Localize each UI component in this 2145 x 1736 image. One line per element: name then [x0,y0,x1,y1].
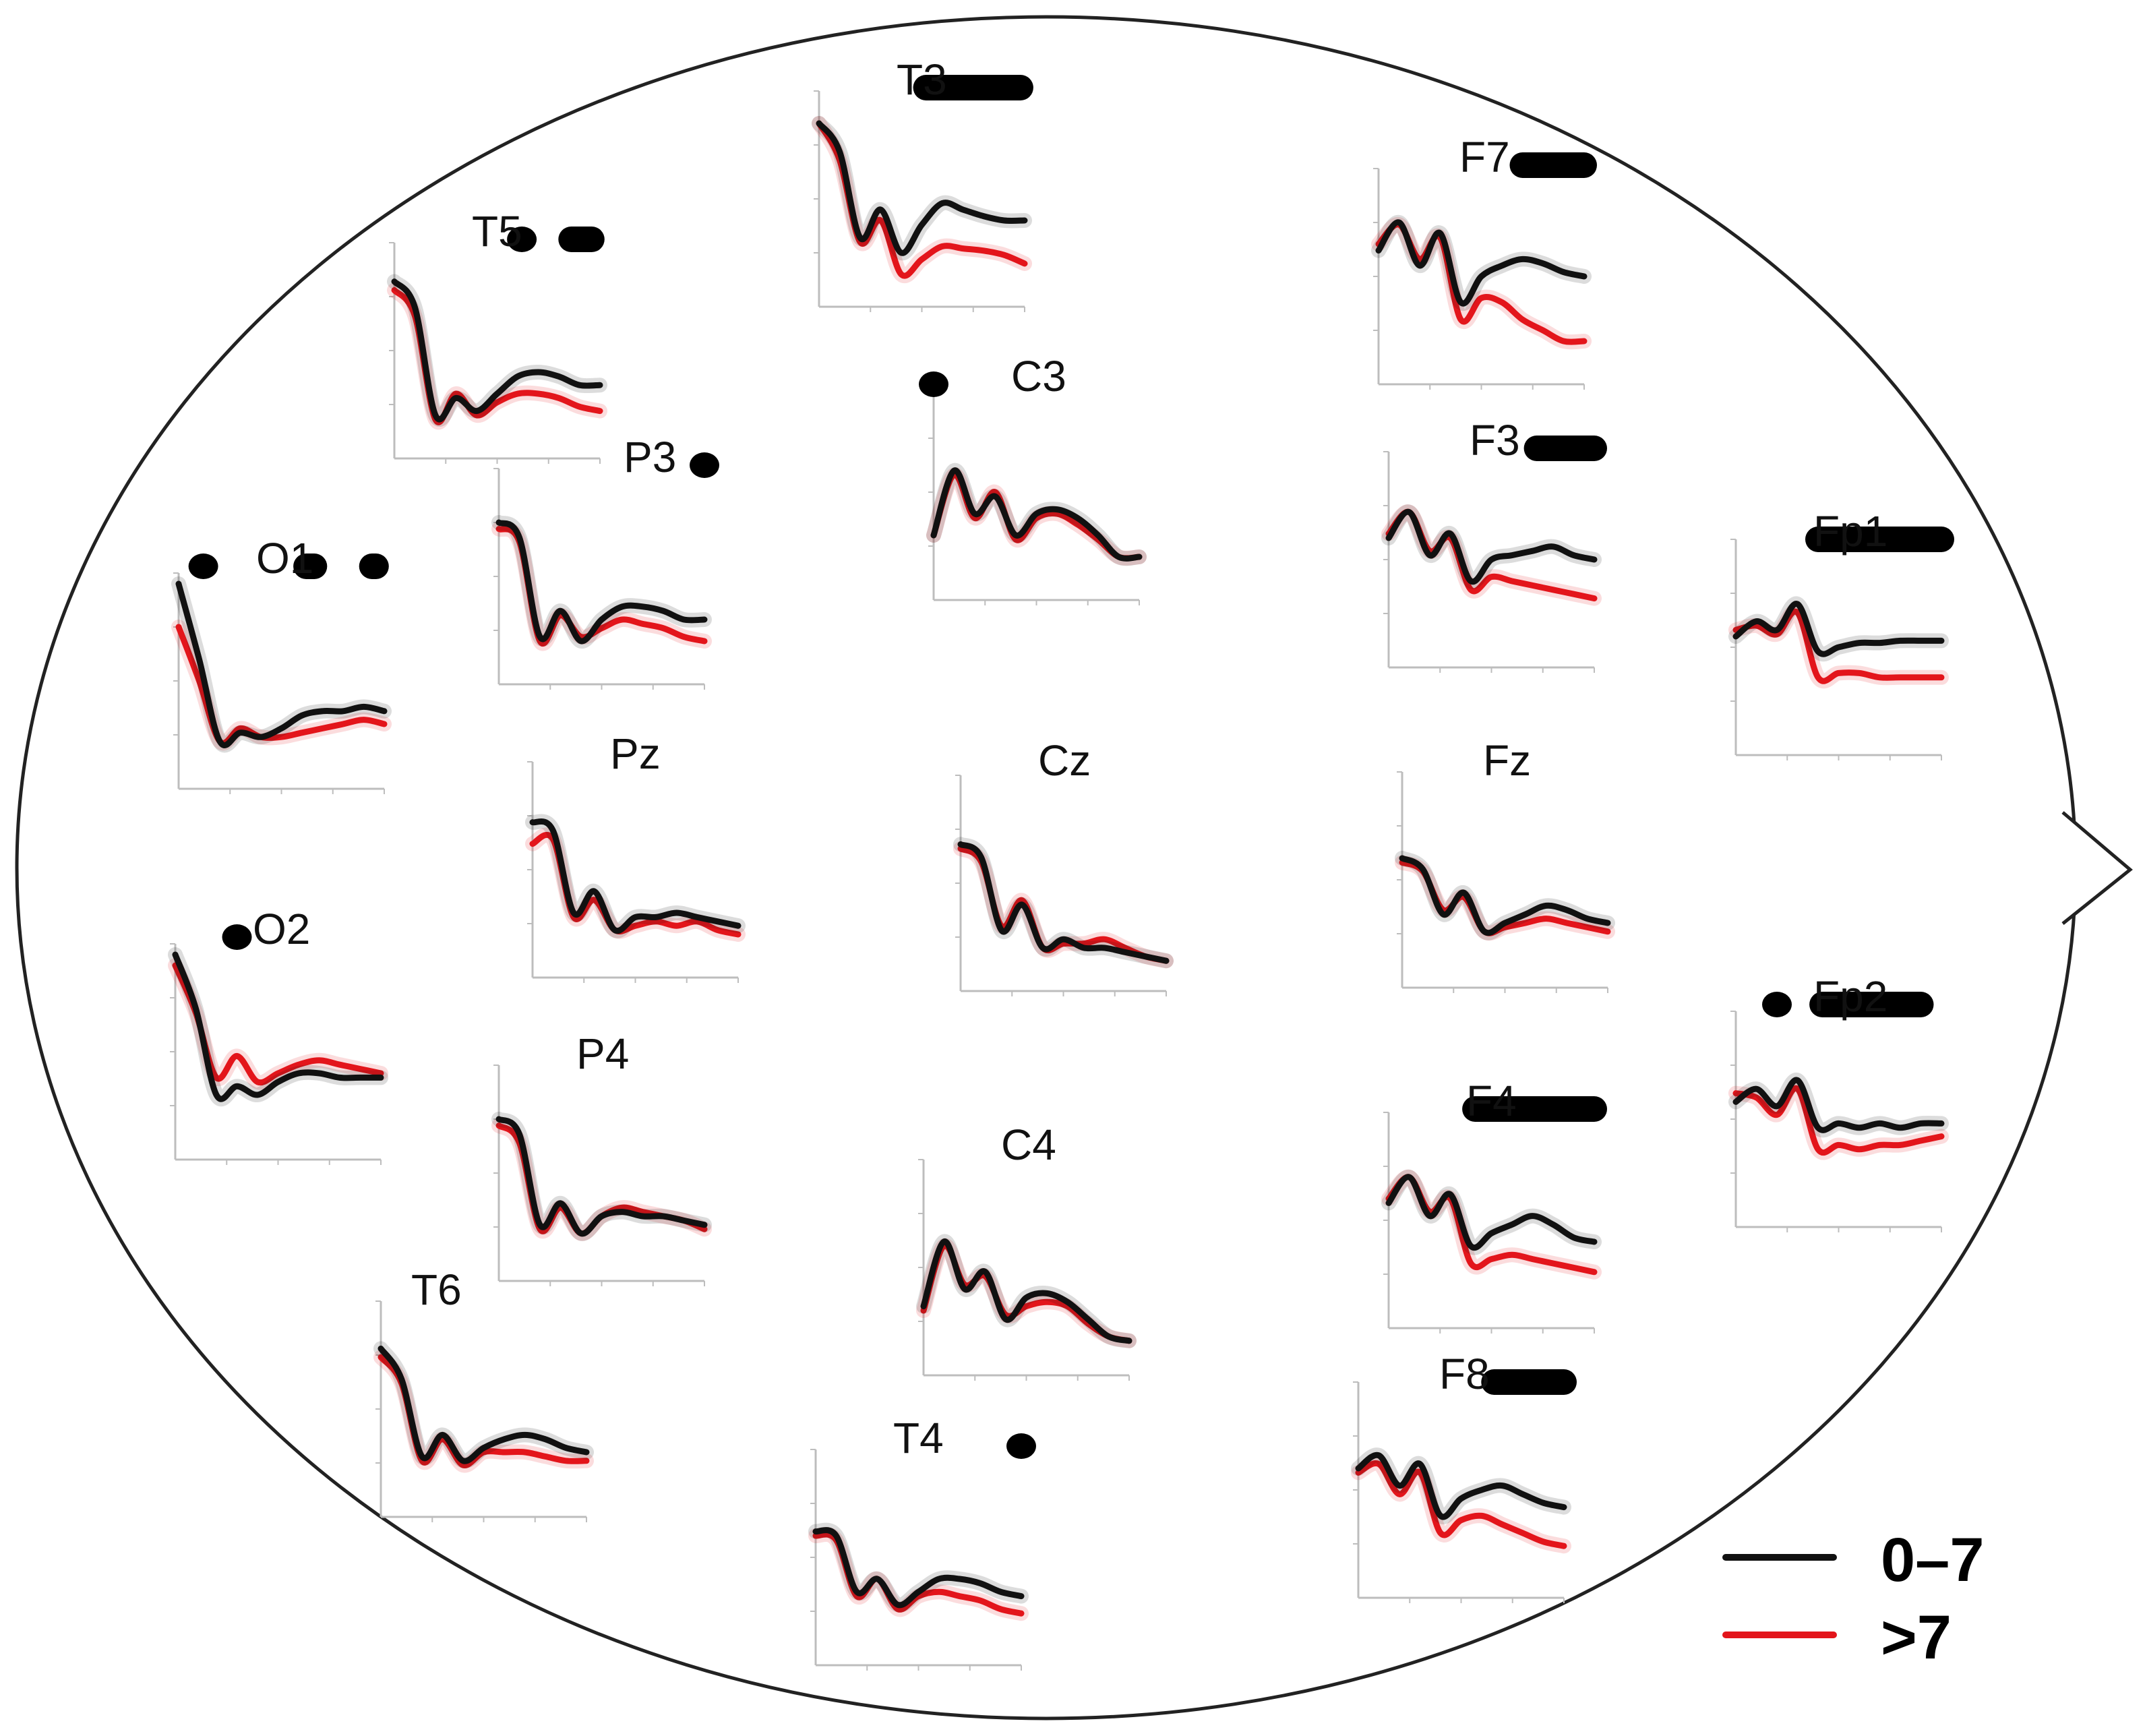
channel-label-t4: T4 [893,1414,944,1462]
channel-label-f4: F4 [1466,1077,1517,1125]
head-outline [15,15,2078,1720]
channel-panel-c3: C3 [919,352,1147,605]
series-gt7-line-fp1 [1732,608,1945,684]
channel-label-fp2: Fp2 [1813,972,1887,1021]
series-0-7-line-t4 [812,1527,1025,1609]
series-0-7-line-t5 [391,278,603,423]
channel-panel-fp2: Fp2 [1728,972,1949,1232]
channel-panel-pz: Pz [525,729,746,983]
channel-panel-t3: T3 [812,55,1033,312]
series-0-7-line-f7 [1375,219,1588,307]
channel-label-t3: T3 [897,55,947,104]
series-0-7-line-t3 [816,120,1028,256]
series-0-7-line-o2 [172,951,384,1102]
channel-label-c4: C4 [1001,1120,1056,1169]
channel-panel-p3: P3 [491,433,719,690]
channel-panel-f7: F7 [1371,133,1597,390]
channel-label-f3: F3 [1470,416,1520,465]
channel-label-fp1: Fp1 [1813,507,1887,556]
channel-label-o2: O2 [253,905,310,953]
legend-label-0-7: 0–7 [1881,1526,1985,1594]
channel-panel-cz: Cz [953,736,1174,996]
series-0-7-line-pz [529,818,742,934]
channel-panel-fp1: Fp1 [1728,507,1954,760]
series-0-7-line-cz [957,841,1170,964]
channel-label-p3: P3 [624,433,676,481]
series-0-7-line-c4 [920,1238,1132,1344]
series-0-7-line-p4 [495,1116,708,1237]
channel-panel-f4: F4 [1381,1077,1607,1334]
channel-label-o1: O1 [256,534,313,582]
channel-panel-o1: O1 [171,534,392,794]
series-gt7-line-fp2 [1732,1085,1945,1156]
significance-dot-o1 [188,553,218,579]
channel-label-f8: F8 [1439,1350,1490,1398]
legend-label-gt7: >7 [1881,1603,1952,1672]
channel-panel-p4: P4 [491,1029,712,1286]
channel-label-t6: T6 [411,1265,462,1314]
series-0-7-line-fz [1399,855,1611,936]
series-0-7-line-fp1 [1732,601,1945,657]
significance-dot-o2 [222,924,252,950]
channel-panel-t4: T4 [808,1414,1036,1671]
series-0-7-line-t6 [377,1345,590,1464]
significance-dot-c3 [919,371,948,397]
channel-panel-f8: F8 [1351,1350,1577,1603]
channel-label-cz: Cz [1038,736,1091,785]
channel-label-f7: F7 [1459,133,1510,181]
channel-panel-t6: T6 [373,1265,594,1522]
channel-panels: T3 T5 F7 C3 P3 O1 F3 Fp1 Pz Cz Fz O2 P4 C4 F4 Fp2 T6 T4 F8 [168,55,1954,1671]
series-0-7-line-f8 [1355,1451,1567,1520]
channel-panel-c4: C4 [916,1120,1137,1381]
significance-dot-t5 [507,227,537,252]
series-0-7-line-fp2 [1732,1077,1945,1133]
series-0-7-line-f4 [1385,1174,1598,1251]
channel-label-p4: P4 [576,1029,629,1078]
series-0-7-line-p3 [495,519,708,645]
channel-label-fz: Fz [1483,736,1531,785]
channel-label-pz: Pz [610,729,661,778]
series-gt7-line-f8 [1355,1460,1567,1549]
channel-label-c3: C3 [1011,352,1066,400]
nose-outline [2061,811,2133,925]
series-0-7-line-o1 [175,580,388,748]
channel-panel-t5: T5 [387,207,607,464]
legend: 0–7 >7 [1722,1526,1985,1672]
series-0-7-line-c3 [930,467,1143,562]
channel-panel-o2: O2 [168,905,388,1165]
channel-panel-fz: Fz [1395,736,1615,993]
significance-dot-fp2 [1762,992,1792,1017]
significance-dot-p3 [690,452,719,478]
series-0-7-line-f3 [1385,509,1598,585]
channel-panel-f3: F3 [1381,416,1607,673]
significance-dot-t4 [1006,1433,1036,1459]
channel-label-t5: T5 [472,207,522,256]
